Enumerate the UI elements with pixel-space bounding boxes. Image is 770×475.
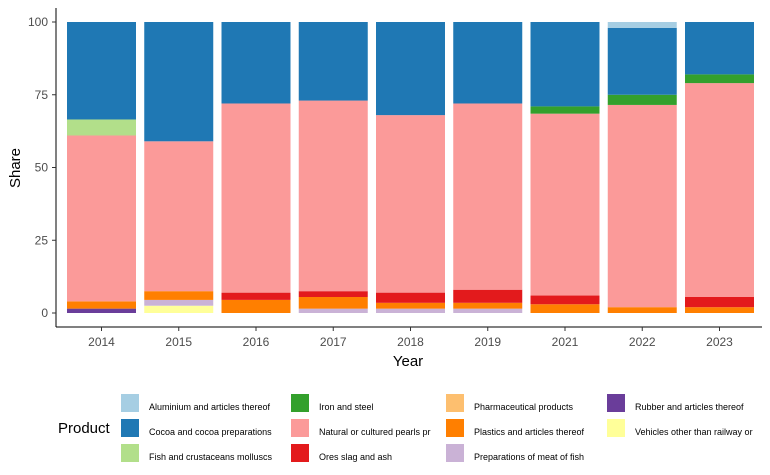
- bar-2018-natural-or-cultured-pearls-pr: [376, 115, 445, 293]
- y-tick-label: 100: [28, 15, 48, 29]
- y-tick-label: 75: [35, 88, 49, 102]
- bar-2023-iron-and-steel: [685, 74, 754, 84]
- bar-2016-plastics-and-articles-thereof: [221, 299, 291, 313]
- x-tick-label: 2021: [552, 335, 579, 349]
- x-tick-label: 2015: [165, 335, 192, 349]
- y-ticks: 0 25 50 75 100: [28, 15, 56, 320]
- bar-2017-plastics-and-articles-thereof: [298, 297, 368, 309]
- bar-2018-ores-slag-and-ash: [376, 292, 445, 303]
- legend-swatch-natural-or-cultured-pearls-pr: [291, 419, 309, 437]
- bar-2021-plastics-and-articles-thereof: [530, 304, 600, 313]
- bar-2014-plastics-and-articles-thereof: [67, 301, 136, 309]
- x-tick-label: 2014: [88, 335, 115, 349]
- legend-label-aluminium-and-articles-thereof: Aluminium and articles thereof: [149, 402, 271, 412]
- bar-2019-natural-or-cultured-pearls-pr: [453, 103, 523, 290]
- legend-swatch-preparations-of-meat-of-fish: [446, 444, 464, 462]
- legend-swatch-aluminium-and-articles-thereof: [121, 394, 139, 412]
- legend-swatch-rubber-and-articles-thereof: [607, 394, 625, 412]
- x-tick-label: 2023: [706, 335, 733, 349]
- bar-2015-preparations-of-meat-of-fish: [144, 299, 214, 306]
- bar-2019-ores-slag-and-ash: [453, 289, 523, 303]
- bar-2018-cocoa-and-cocoa-preparations: [376, 22, 445, 116]
- bar-2017-preparations-of-meat-of-fish: [298, 308, 368, 313]
- bar-2014-fish-and-crustaceans-molluscs: [67, 119, 136, 136]
- bar-2022-plastics-and-articles-thereof: [607, 307, 677, 313]
- bar-2023-natural-or-cultured-pearls-pr: [685, 83, 754, 297]
- bar-2023-ores-slag-and-ash: [685, 297, 754, 308]
- legend-swatch-iron-and-steel: [291, 394, 309, 412]
- legend-label-preparations-of-meat-of-fish: Preparations of meat of fish: [474, 452, 584, 462]
- legend-label-plastics-and-articles-thereof: Plastics and articles thereof: [474, 427, 585, 437]
- bar-2014-natural-or-cultured-pearls-pr: [67, 135, 136, 302]
- legend-label-ores-slag-and-ash: Ores slag and ash: [319, 452, 392, 462]
- bars-layer: [67, 22, 754, 313]
- bar-2021-ores-slag-and-ash: [530, 295, 600, 305]
- x-tick-label: 2018: [397, 335, 424, 349]
- bar-2023-cocoa-and-cocoa-preparations: [685, 22, 754, 75]
- x-tick-label: 2017: [320, 335, 347, 349]
- bar-2018-plastics-and-articles-thereof: [376, 302, 445, 309]
- legend-swatch-fish-and-crustaceans-molluscs: [121, 444, 139, 462]
- legend-swatch-ores-slag-and-ash: [291, 444, 309, 462]
- y-tick-label: 50: [35, 161, 49, 175]
- bar-2022-natural-or-cultured-pearls-pr: [607, 104, 677, 308]
- bar-2014-cocoa-and-cocoa-preparations: [67, 22, 136, 120]
- bar-2015-cocoa-and-cocoa-preparations: [144, 22, 214, 142]
- y-tick-label: 0: [41, 306, 48, 320]
- bar-2016-cocoa-and-cocoa-preparations: [221, 22, 291, 104]
- legend-label-vehicles-other-than-railway-or: Vehicles other than railway or: [635, 427, 753, 437]
- legend-label-pharmaceutical-products: Pharmaceutical products: [474, 402, 574, 412]
- bar-2016-ores-slag-and-ash: [221, 292, 291, 300]
- bar-2022-iron-and-steel: [607, 94, 677, 105]
- bar-2021-iron-and-steel: [530, 106, 600, 114]
- bar-2015-plastics-and-articles-thereof: [144, 291, 214, 300]
- x-axis-title: Year: [393, 353, 423, 370]
- y-tick-label: 25: [35, 233, 49, 247]
- legend-swatch-pharmaceutical-products: [446, 394, 464, 412]
- legend: Aluminium and articles thereof Cocoa and …: [121, 394, 753, 462]
- bar-2019-plastics-and-articles-thereof: [453, 302, 523, 309]
- legend-label-rubber-and-articles-thereof: Rubber and articles thereof: [635, 402, 744, 412]
- bar-2019-cocoa-and-cocoa-preparations: [453, 22, 523, 104]
- x-tick-label: 2019: [474, 335, 501, 349]
- bar-2019-preparations-of-meat-of-fish: [453, 308, 523, 313]
- bar-2018-preparations-of-meat-of-fish: [376, 308, 445, 313]
- legend-swatch-vehicles-other-than-railway-or: [607, 419, 625, 437]
- x-tick-label: 2022: [629, 335, 656, 349]
- bar-2015-natural-or-cultured-pearls-pr: [144, 141, 214, 292]
- bar-2014-rubber-and-articles-thereof: [67, 308, 136, 313]
- bar-2023-plastics-and-articles-thereof: [685, 307, 754, 313]
- legend-label-natural-or-cultured-pearls-pr: Natural or cultured pearls pr: [319, 427, 431, 437]
- x-ticks: 2014 2015 2016 2017 2018 2019 2021 2022 2023: [88, 327, 733, 349]
- legend-title: Product: [58, 420, 111, 437]
- bar-2017-natural-or-cultured-pearls-pr: [298, 100, 368, 292]
- legend-swatch-cocoa-and-cocoa-preparations: [121, 419, 139, 437]
- bar-2022-aluminium-and-articles-thereof: [607, 22, 677, 28]
- bar-2021-natural-or-cultured-pearls-pr: [530, 113, 600, 296]
- y-axis-title: Share: [7, 148, 24, 188]
- bar-2015-vehicles-other-than-railway-or: [144, 305, 214, 313]
- legend-label-fish-and-crustaceans-molluscs: Fish and crustaceans molluscs: [149, 452, 273, 462]
- bar-2017-ores-slag-and-ash: [298, 291, 368, 297]
- legend-label-iron-and-steel: Iron and steel: [319, 402, 374, 412]
- legend-swatch-plastics-and-articles-thereof: [446, 419, 464, 437]
- x-tick-label: 2016: [243, 335, 270, 349]
- bar-2017-cocoa-and-cocoa-preparations: [298, 22, 368, 101]
- bar-2016-natural-or-cultured-pearls-pr: [221, 103, 291, 293]
- legend-label-cocoa-and-cocoa-preparations: Cocoa and cocoa preparations: [149, 427, 272, 437]
- bar-2022-cocoa-and-cocoa-preparations: [607, 27, 677, 95]
- bar-2021-cocoa-and-cocoa-preparations: [530, 22, 600, 107]
